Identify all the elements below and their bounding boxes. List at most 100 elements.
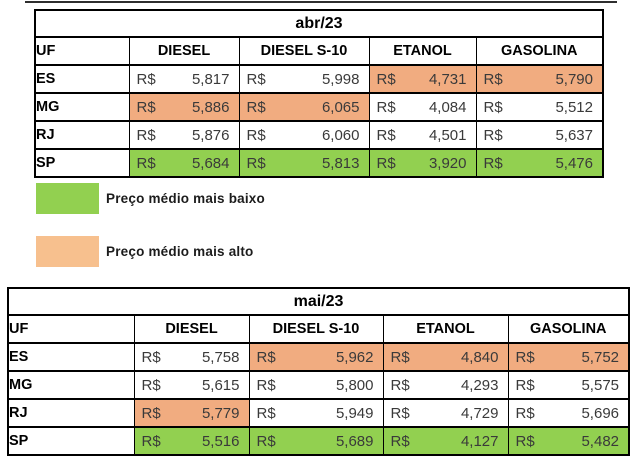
currency-symbol: R$ (376, 126, 396, 144)
table-row-sp: SP R$ 5,516 R$ 5,689 R$ 4,127 R$ 5,482 (7, 426, 630, 456)
price-value: 4,084 (428, 98, 467, 116)
currency-symbol: R$ (246, 70, 266, 88)
price-cell: R$ 5,779 (133, 398, 250, 428)
col-header-gasolina: GASOLINA (475, 36, 604, 66)
table-row-sp: SP R$ 5,684 R$ 5,813 R$ 3,920 R$ 5,476 (34, 148, 604, 178)
currency-symbol: R$ (390, 432, 410, 450)
uf-cell: ES (34, 64, 130, 94)
table-row-mg: MG R$ 5,886 R$ 6,065 R$ 4,084 R$ 5,512 (34, 92, 604, 122)
price-cell: R$ 5,752 (507, 342, 630, 372)
price-value: 3,920 (428, 154, 467, 172)
price-cell: R$ 4,084 (368, 92, 477, 122)
price-cell: R$ 4,729 (382, 398, 509, 428)
price-value: 5,813 (321, 154, 360, 172)
price-value: 5,779 (201, 404, 240, 422)
currency-symbol: R$ (483, 154, 503, 172)
price-value: 4,293 (460, 376, 499, 394)
price-cell: R$ 5,684 (128, 148, 240, 178)
currency-symbol: R$ (246, 98, 266, 116)
price-value: 5,575 (581, 376, 620, 394)
col-header-uf: UF (7, 314, 135, 344)
currency-symbol: R$ (376, 70, 396, 88)
currency-symbol: R$ (246, 154, 266, 172)
currency-symbol: R$ (376, 98, 396, 116)
price-cell: R$ 5,962 (248, 342, 384, 372)
legend-swatch-orange (36, 236, 99, 267)
legend-label-low: Preço médio mais baixo (106, 191, 265, 206)
legend-label-high: Preço médio mais alto (106, 244, 254, 259)
currency-symbol: R$ (376, 154, 396, 172)
uf-cell: RJ (34, 120, 130, 150)
price-cell: R$ 5,512 (475, 92, 604, 122)
cropped-table-edge-line (25, 1, 617, 3)
table-header-row: UF DIESEL DIESEL S-10 ETANOL GASOLINA (34, 36, 604, 66)
price-value: 5,482 (581, 432, 620, 450)
col-header-etanol: ETANOL (382, 314, 509, 344)
col-header-diesel: DIESEL (128, 36, 240, 66)
legend-swatch-green (36, 183, 99, 214)
price-cell: R$ 5,813 (238, 148, 370, 178)
currency-symbol: R$ (136, 154, 156, 172)
price-cell: R$ 5,998 (238, 64, 370, 94)
legend-item-high: Preço médio mais alto (36, 236, 254, 267)
currency-symbol: R$ (515, 432, 535, 450)
price-cell: R$ 5,615 (133, 370, 250, 400)
uf-cell: MG (7, 370, 135, 400)
price-table-abr23: abr/23 UF DIESEL DIESEL S-10 ETANOL GASO… (34, 9, 604, 178)
currency-symbol: R$ (136, 70, 156, 88)
price-cell: R$ 5,817 (128, 64, 240, 94)
price-cell: R$ 5,758 (133, 342, 250, 372)
price-value: 5,790 (555, 70, 593, 88)
price-value: 6,060 (321, 126, 360, 144)
price-cell: R$ 5,516 (133, 426, 250, 456)
price-value: 5,696 (581, 404, 620, 422)
currency-symbol: R$ (246, 126, 266, 144)
col-header-etanol: ETANOL (368, 36, 477, 66)
price-cell: R$ 5,689 (248, 426, 384, 456)
price-cell: R$ 4,840 (382, 342, 509, 372)
price-cell: R$ 3,920 (368, 148, 477, 178)
price-value: 5,998 (321, 70, 360, 88)
price-value: 5,876 (191, 126, 230, 144)
price-cell: R$ 6,060 (238, 120, 370, 150)
price-cell: R$ 4,731 (368, 64, 477, 94)
currency-symbol: R$ (515, 376, 535, 394)
currency-symbol: R$ (141, 404, 161, 422)
price-value: 5,476 (555, 154, 593, 172)
currency-symbol: R$ (483, 126, 503, 144)
price-value: 4,729 (460, 404, 499, 422)
price-cell: R$ 4,501 (368, 120, 477, 150)
price-value: 5,615 (201, 376, 240, 394)
price-value: 5,752 (581, 348, 620, 366)
price-cell: R$ 5,800 (248, 370, 384, 400)
currency-symbol: R$ (515, 404, 535, 422)
uf-cell: MG (34, 92, 130, 122)
currency-symbol: R$ (256, 432, 276, 450)
price-value: 4,127 (460, 432, 499, 450)
price-cell: R$ 5,790 (475, 64, 604, 94)
uf-cell: ES (7, 342, 135, 372)
price-cell: R$ 5,949 (248, 398, 384, 428)
price-cell: R$ 5,476 (475, 148, 604, 178)
price-value: 6,065 (321, 98, 360, 116)
currency-symbol: R$ (141, 432, 161, 450)
currency-symbol: R$ (141, 348, 161, 366)
table-row-es: ES R$ 5,817 R$ 5,998 R$ 4,731 R$ 5,790 (34, 64, 604, 94)
table-title-row: abr/23 (34, 9, 604, 38)
table-title: abr/23 (34, 9, 604, 38)
price-value: 5,684 (191, 154, 230, 172)
col-header-diesel-s10: DIESEL S-10 (248, 314, 384, 344)
col-header-uf: UF (34, 36, 130, 66)
price-cell: R$ 5,637 (475, 120, 604, 150)
price-value: 5,637 (555, 126, 593, 144)
price-value: 5,516 (201, 432, 240, 450)
price-cell: R$ 5,482 (507, 426, 630, 456)
price-value: 5,886 (191, 98, 230, 116)
currency-symbol: R$ (136, 98, 156, 116)
currency-symbol: R$ (483, 98, 503, 116)
legend-item-low: Preço médio mais baixo (36, 183, 265, 214)
currency-symbol: R$ (515, 348, 535, 366)
price-value: 5,689 (335, 432, 374, 450)
currency-symbol: R$ (141, 376, 161, 394)
uf-cell: SP (7, 426, 135, 456)
